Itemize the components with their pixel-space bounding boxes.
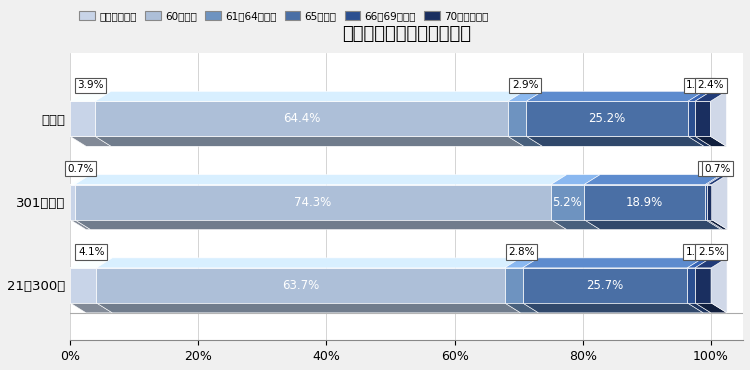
Text: 25.7%: 25.7% xyxy=(586,279,623,292)
Polygon shape xyxy=(695,136,727,146)
Polygon shape xyxy=(712,175,728,229)
Text: 2.4%: 2.4% xyxy=(698,81,724,91)
Polygon shape xyxy=(711,258,727,313)
Bar xyxy=(695,101,710,136)
Polygon shape xyxy=(508,136,542,146)
Polygon shape xyxy=(95,136,524,146)
Bar xyxy=(70,185,74,219)
Polygon shape xyxy=(695,303,727,313)
Bar xyxy=(687,268,695,303)
Bar xyxy=(550,185,584,219)
Bar xyxy=(523,268,687,303)
Text: 1.2%: 1.2% xyxy=(686,247,712,257)
Polygon shape xyxy=(508,91,542,101)
Polygon shape xyxy=(70,136,111,146)
Polygon shape xyxy=(687,258,711,268)
Polygon shape xyxy=(523,258,704,268)
Polygon shape xyxy=(95,91,524,101)
Polygon shape xyxy=(584,219,722,229)
Polygon shape xyxy=(74,219,567,229)
Text: 0.7%: 0.7% xyxy=(704,164,730,174)
Legend: 定年制の廃止, 60歳定年, 61～64歳定年, 65歳定年, 66～69歳定年, 70歳以上定年: 定年制の廃止, 60歳定年, 61～64歳定年, 65歳定年, 66～69歳定年… xyxy=(75,7,493,25)
Title: 企業における定年制の状況: 企業における定年制の状況 xyxy=(342,25,471,43)
Polygon shape xyxy=(688,136,711,146)
Polygon shape xyxy=(584,175,722,185)
Polygon shape xyxy=(707,175,728,185)
Text: 2.8%: 2.8% xyxy=(509,247,535,257)
Polygon shape xyxy=(550,219,600,229)
Polygon shape xyxy=(687,303,711,313)
Bar xyxy=(95,101,508,136)
Bar xyxy=(74,185,550,219)
Polygon shape xyxy=(705,219,723,229)
Polygon shape xyxy=(550,175,600,185)
Polygon shape xyxy=(70,258,112,268)
Polygon shape xyxy=(688,91,711,101)
Polygon shape xyxy=(74,175,567,185)
Bar xyxy=(584,185,705,219)
Polygon shape xyxy=(96,303,520,313)
Polygon shape xyxy=(705,175,723,185)
Bar xyxy=(505,268,523,303)
Polygon shape xyxy=(70,175,91,185)
Bar xyxy=(508,101,526,136)
Polygon shape xyxy=(70,303,112,313)
Polygon shape xyxy=(710,91,727,146)
Text: 4.1%: 4.1% xyxy=(78,247,104,257)
Text: 74.3%: 74.3% xyxy=(294,196,332,209)
Text: 63.7%: 63.7% xyxy=(282,279,319,292)
Text: 18.9%: 18.9% xyxy=(626,196,663,209)
Bar xyxy=(705,185,707,219)
Bar xyxy=(526,101,688,136)
Text: 1.1%: 1.1% xyxy=(686,81,712,91)
Polygon shape xyxy=(70,219,91,229)
Text: 2.9%: 2.9% xyxy=(512,81,538,91)
Text: 25.2%: 25.2% xyxy=(589,112,626,125)
Bar xyxy=(70,268,96,303)
Text: 0.3%: 0.3% xyxy=(701,164,727,174)
Polygon shape xyxy=(695,91,727,101)
Polygon shape xyxy=(526,91,704,101)
Text: 0.7%: 0.7% xyxy=(67,164,94,174)
Polygon shape xyxy=(505,258,538,268)
Polygon shape xyxy=(96,258,520,268)
Text: 64.4%: 64.4% xyxy=(283,112,320,125)
Bar xyxy=(688,101,695,136)
Bar xyxy=(695,268,711,303)
Bar xyxy=(707,185,712,219)
Bar xyxy=(96,268,505,303)
Polygon shape xyxy=(707,219,728,229)
Polygon shape xyxy=(523,303,704,313)
Polygon shape xyxy=(505,303,538,313)
Text: 5.2%: 5.2% xyxy=(553,196,582,209)
Polygon shape xyxy=(695,258,727,268)
Polygon shape xyxy=(70,91,111,101)
Bar xyxy=(70,101,95,136)
Polygon shape xyxy=(526,136,704,146)
Text: 3.9%: 3.9% xyxy=(77,81,104,91)
Text: 2.5%: 2.5% xyxy=(698,247,724,257)
